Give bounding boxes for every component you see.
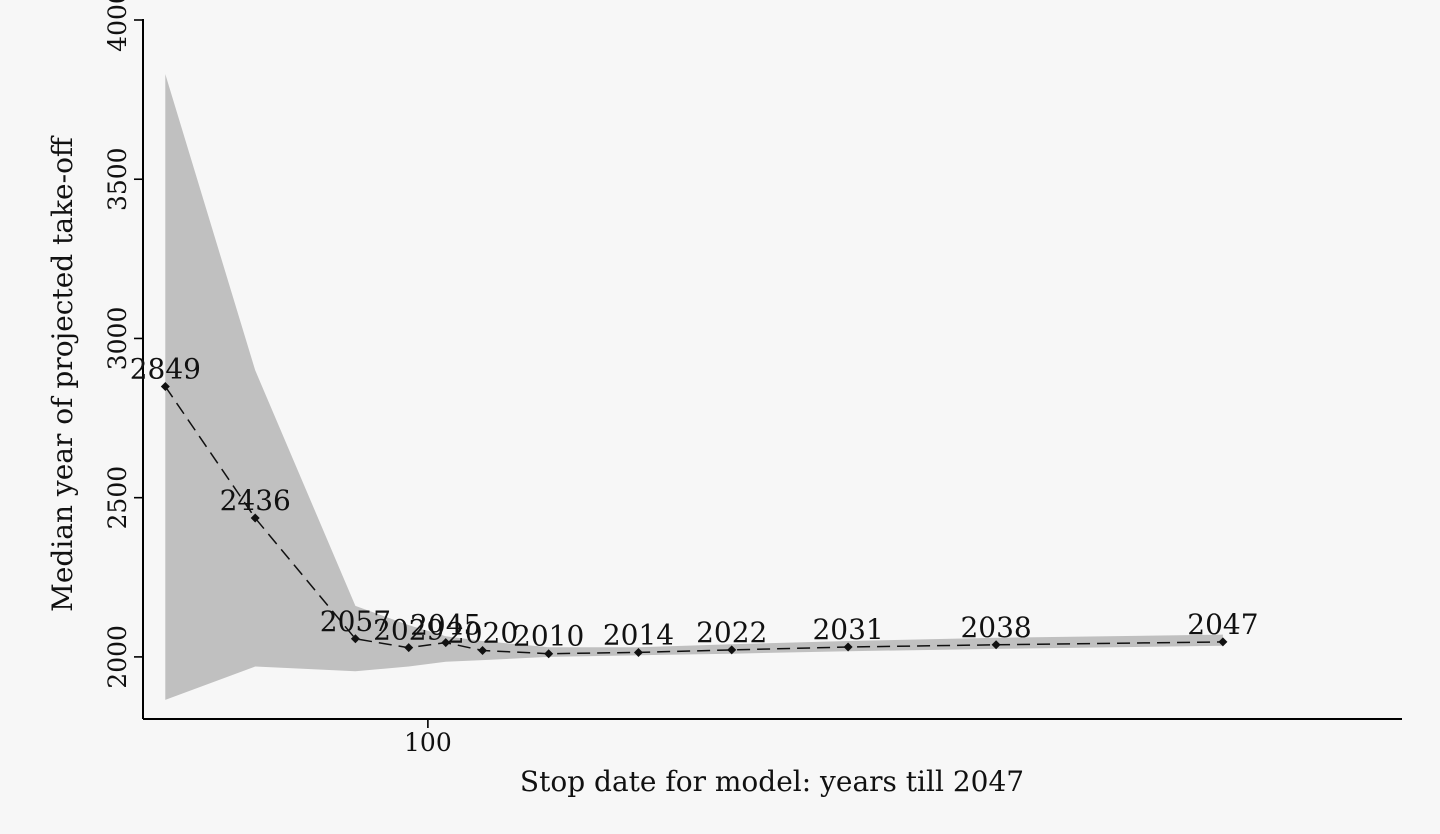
data-label-2014: 2014 <box>603 618 674 651</box>
y-tick-label-4000: 4000 <box>103 0 132 52</box>
x-ticks: 100 <box>404 719 452 757</box>
data-points <box>160 382 1228 659</box>
data-label-2038: 2038 <box>960 611 1031 644</box>
confidence-band <box>165 74 1223 700</box>
data-label-2045: 2045 <box>410 609 481 642</box>
y-tick-label-2500: 2500 <box>103 466 132 530</box>
data-label-2057: 2057 <box>320 605 391 638</box>
confidence-band-layer <box>165 74 1223 700</box>
median-line <box>164 386 1223 655</box>
x-axis-title: Stop date for model: years till 2047 <box>520 765 1024 798</box>
data-label-2047: 2047 <box>1187 608 1258 641</box>
data-label-2436: 2436 <box>220 484 291 517</box>
data-point-2849 <box>160 382 170 392</box>
data-label-2031: 2031 <box>812 613 883 646</box>
data-point-2020 <box>478 646 488 656</box>
data-label-2020: 2020 <box>447 617 518 650</box>
y-tick-label-3500: 3500 <box>103 147 132 211</box>
data-point-2031 <box>843 642 853 652</box>
data-point-2014 <box>633 647 643 657</box>
data-point-2022 <box>727 645 737 655</box>
y-axis-title: Median year of projected take-off <box>46 135 79 612</box>
axes <box>142 19 1402 720</box>
data-label-2022: 2022 <box>696 616 767 649</box>
y-tick-label-3000: 3000 <box>103 307 132 371</box>
y-ticks: 2000 2500 3000 3500 4000 <box>103 0 143 689</box>
median-series-layer <box>164 386 1223 655</box>
data-point-2045 <box>441 638 451 648</box>
data-point-2436 <box>250 513 260 523</box>
data-point-2029 <box>404 643 414 653</box>
data-label-2849: 2849 <box>130 353 201 386</box>
data-point-2010 <box>544 649 554 659</box>
x-tick-label-100: 100 <box>404 728 452 757</box>
y-tick-label-2000: 2000 <box>103 625 132 689</box>
data-point-2038 <box>991 640 1001 650</box>
data-label-2010: 2010 <box>513 620 584 653</box>
data-point-2047 <box>1218 637 1228 647</box>
data-label-2029: 2029 <box>373 614 444 647</box>
data-point-2057 <box>350 634 360 644</box>
